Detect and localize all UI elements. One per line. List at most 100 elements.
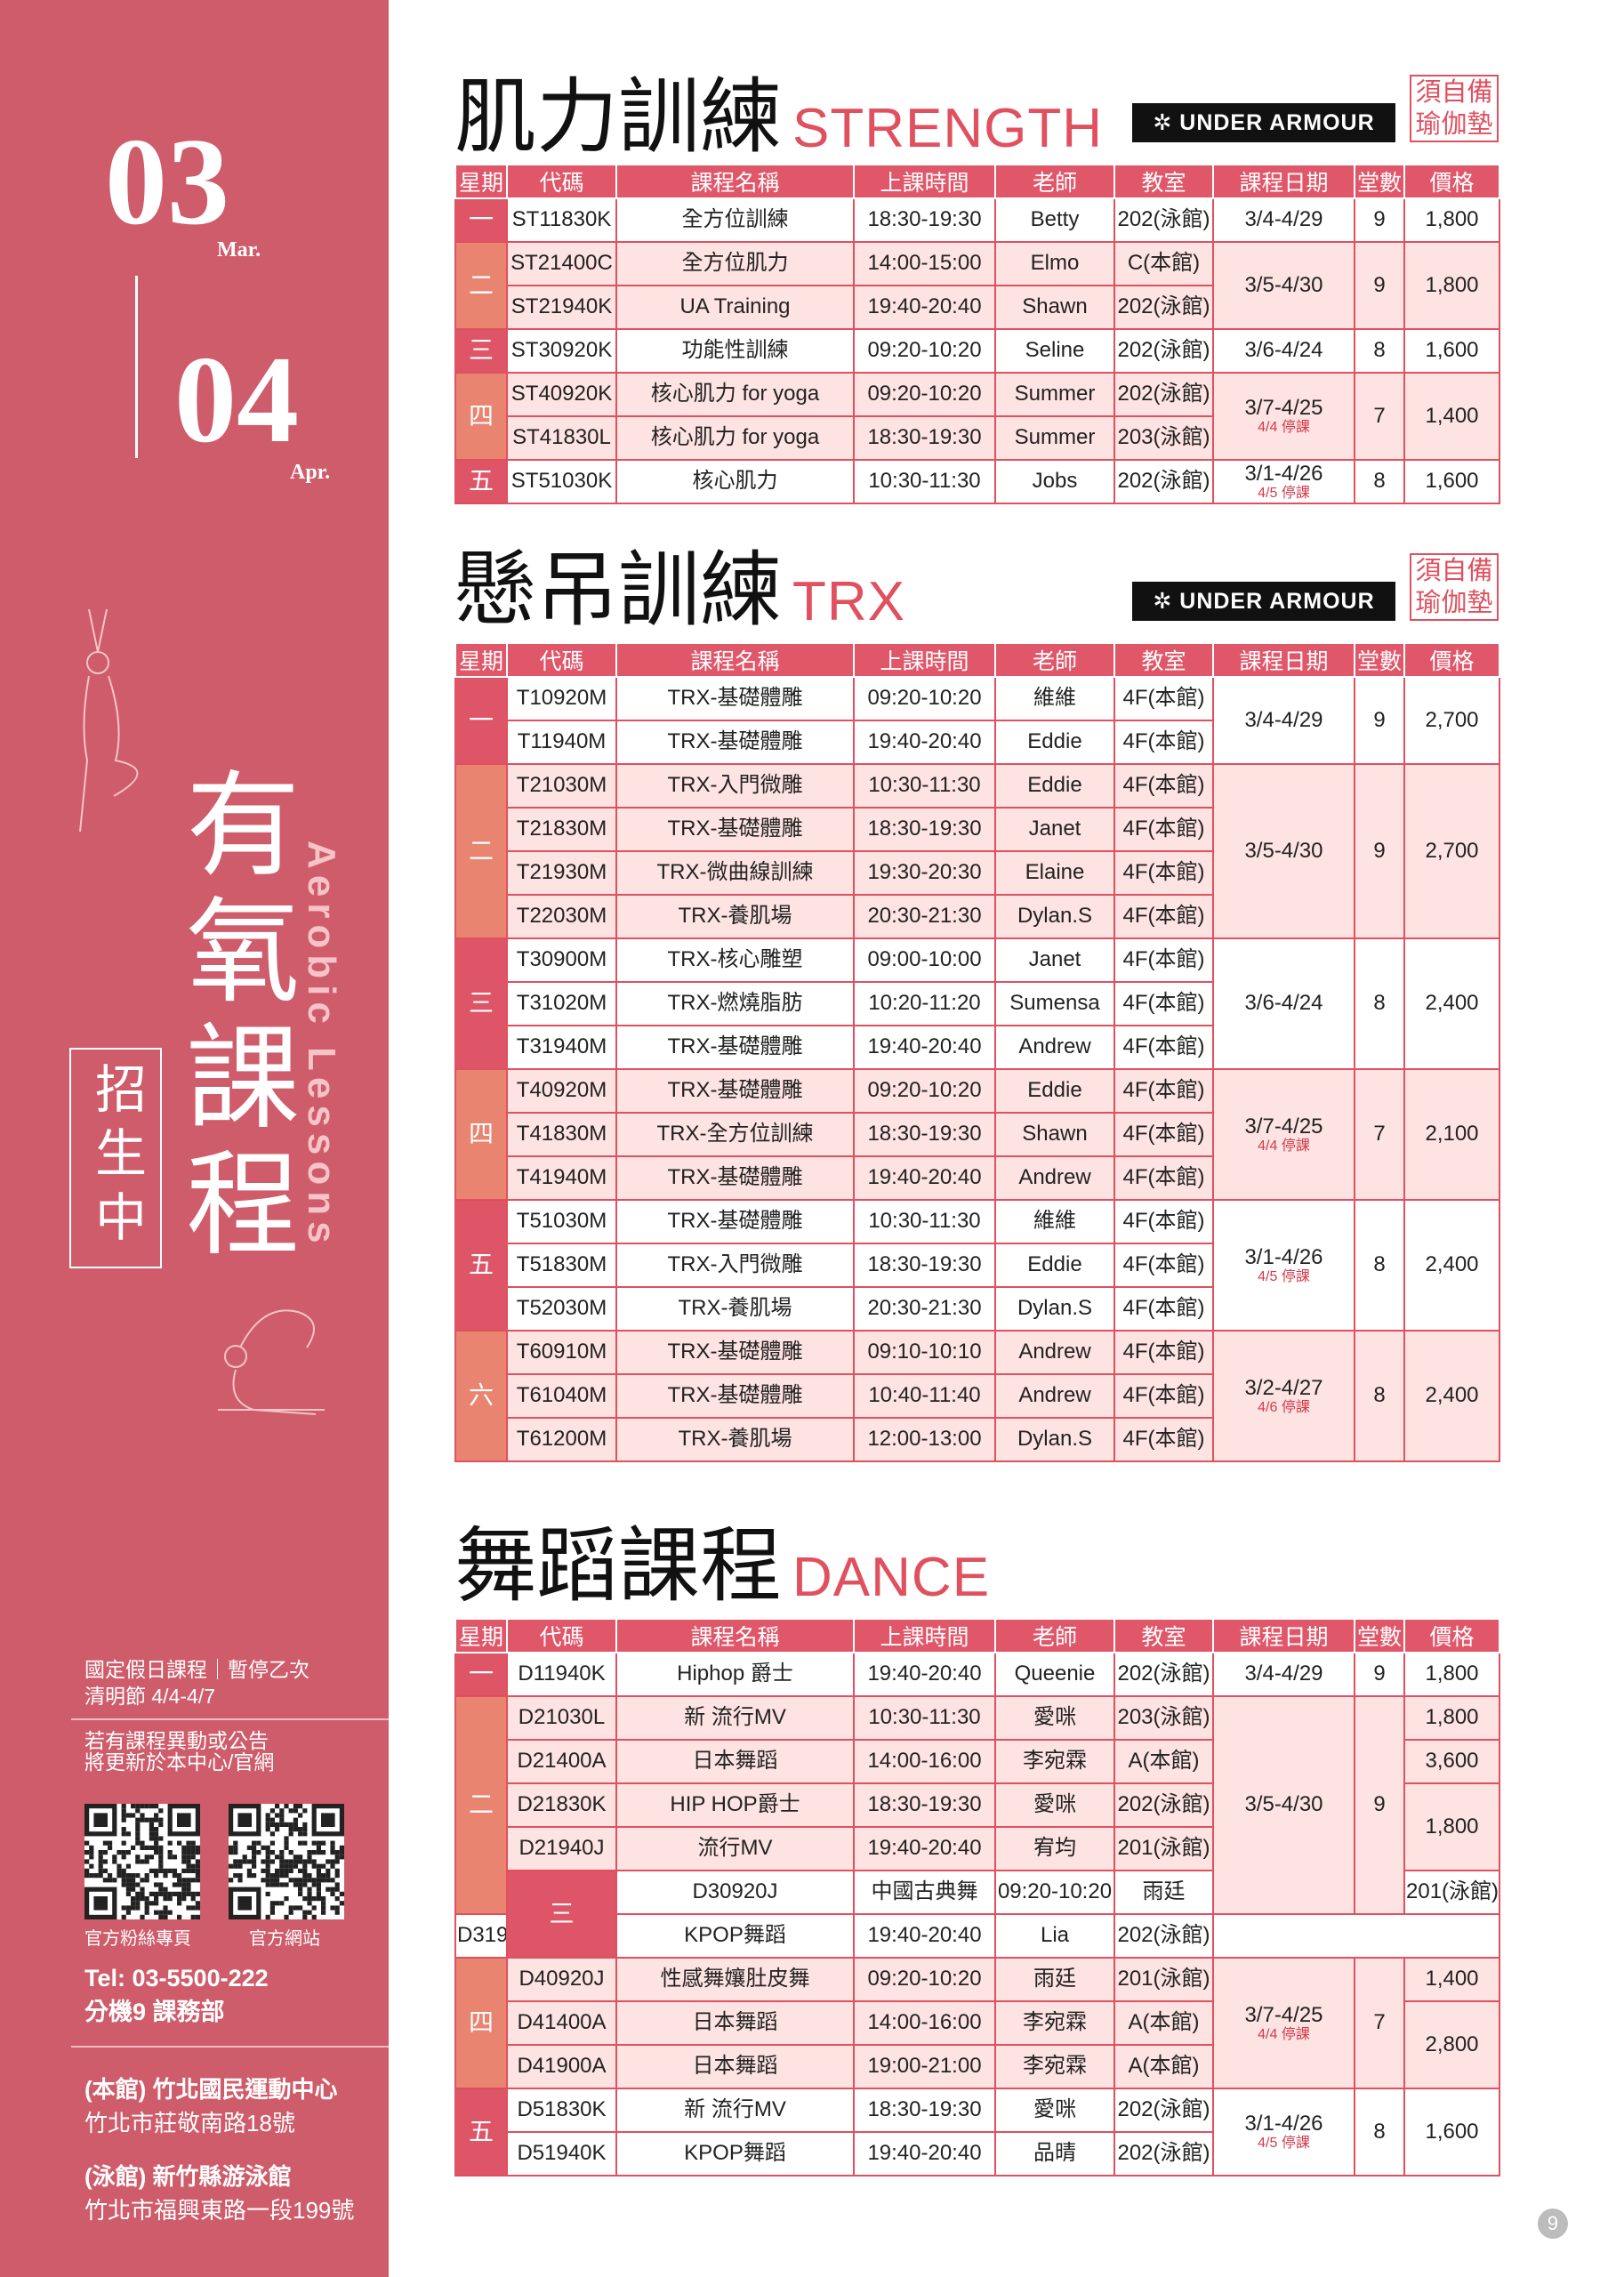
qr-module <box>144 1855 149 1860</box>
qr-module <box>149 1831 154 1837</box>
qr-module <box>158 1850 164 1855</box>
cell: 3/5-4/30 <box>1212 763 1355 939</box>
qr-module <box>181 1859 187 1864</box>
cell: TRX-基礎體雕 <box>615 1373 855 1419</box>
cell: T21830M <box>506 807 617 852</box>
cell: Andrew <box>994 1025 1115 1070</box>
column-header: 課程日期 <box>1212 165 1355 199</box>
qr-module <box>108 1878 113 1883</box>
cell-text: 9 <box>1373 1792 1386 1817</box>
cell: T30900M <box>506 937 617 983</box>
cell: ST21940K <box>506 285 617 330</box>
qr-module <box>121 1813 126 1818</box>
cell: D11940K <box>506 1652 617 1697</box>
qr-module <box>302 1882 308 1887</box>
qr-module <box>293 1882 298 1887</box>
cell-text: 2,400 <box>1425 1252 1479 1277</box>
qr-module <box>269 1850 275 1855</box>
column-header: 堂數 <box>1354 644 1405 678</box>
day-cell: 一 <box>454 197 508 243</box>
qr-module <box>140 1878 145 1883</box>
cell: 09:10-10:10 <box>853 1330 996 1375</box>
qr-module <box>330 1863 335 1869</box>
qr-module <box>154 1896 159 1902</box>
qr-module <box>265 1891 270 1896</box>
schedule-table: 星期 代碼 課程名稱 上課時間 老師 教室 課程日期 堂數 價格一 T10920M TRX-基礎體雕… <box>454 644 1500 1462</box>
qr-module <box>140 1840 145 1846</box>
cell: 19:40-20:40 <box>853 1826 996 1871</box>
cell: Eddie <box>994 1243 1115 1288</box>
qr-module <box>135 1896 141 1902</box>
qr-module <box>181 1887 187 1892</box>
cell: Queenie <box>994 1652 1115 1697</box>
qr-module <box>288 1827 293 1832</box>
qr-module <box>316 1873 321 1879</box>
qr-module <box>144 1804 149 1809</box>
qr-module <box>154 1868 159 1873</box>
cell: 宥均 <box>994 1826 1115 1871</box>
qr-module <box>334 1882 340 1887</box>
cell-text: 3/7-4/25 <box>1244 396 1323 420</box>
cell-text: 1,600 <box>1425 2119 1479 2144</box>
qr-module <box>261 1845 266 1850</box>
qr-module <box>269 1882 275 1887</box>
column-header: 星期 <box>454 644 508 678</box>
header-row: 星期 代碼 課程名稱 上課時間 老師 教室 課程日期 堂數 價格 <box>454 1620 1500 1653</box>
qr-module <box>140 1845 145 1850</box>
qr-module <box>311 1914 317 1919</box>
qr-code[interactable] <box>229 1804 344 1919</box>
qr-module <box>261 1868 266 1873</box>
qr-code[interactable] <box>84 1804 200 1919</box>
column-header: 代碼 <box>506 644 617 678</box>
table-body: 一 T10920M TRX-基礎體雕 09:20-10:20 維維 4F(本館) 3/4-4… <box>454 676 1500 1462</box>
qr-module <box>167 1910 173 1915</box>
cell-text: 8 <box>1373 991 1386 1016</box>
column-header: 堂數 <box>1354 165 1405 199</box>
course-row: 二 ST21400C 全方位肌力 14:00-15:00 Elmo C(本館) 3/5-4/… <box>454 241 1500 330</box>
cell-text: 3/7-4/25 <box>1244 1114 1323 1138</box>
cell: 4F(本館) <box>1113 720 1214 765</box>
sidebar-title: 有氧課程 <box>168 765 296 1270</box>
qr-module <box>195 1868 200 1873</box>
qr-module <box>269 1905 275 1911</box>
cell: 1,800 <box>1403 241 1500 330</box>
cell: TRX-養肌場 <box>615 1417 855 1462</box>
qr-module <box>98 1868 103 1873</box>
cell: HIP HOP爵士 <box>615 1782 855 1828</box>
qr-module <box>167 1868 173 1873</box>
cell: A(本館) <box>1113 1739 1214 1784</box>
qr-module <box>131 1882 136 1887</box>
cell: TRX-基礎體雕 <box>615 1025 855 1070</box>
cell: TRX-核心雕塑 <box>615 937 855 983</box>
qr-module <box>135 1831 141 1837</box>
qr-module <box>167 1840 173 1846</box>
cell: TRX-全方位訓練 <box>615 1112 855 1157</box>
course-row: T52030M TRX-養肌場 20:30-21:30 Dylan.S 4F(本館) <box>455 1286 1499 1332</box>
qr-module <box>140 1887 145 1892</box>
qr-module <box>279 1863 285 1869</box>
qr-module <box>275 1873 280 1879</box>
cell: TRX-基礎體雕 <box>615 676 855 721</box>
qr-module <box>84 1873 90 1879</box>
qr-module <box>131 1878 136 1883</box>
qr-module <box>158 1914 164 1919</box>
cell: 09:20-10:20 <box>853 328 996 374</box>
cell: 4F(本館) <box>1113 981 1214 1026</box>
cell: 3/4-4/29 <box>1212 1652 1355 1697</box>
badge: 招生中 <box>69 1048 162 1268</box>
day-cell: 五 <box>454 459 508 504</box>
qr-module <box>172 1891 177 1896</box>
qr-module <box>269 1808 275 1814</box>
course-row: D41400A 日本舞蹈 14:00-16:00 李宛霖 A(本館) 2,800 <box>455 2000 1500 2089</box>
qr-module <box>275 1901 280 1906</box>
qr-module <box>284 1868 289 1873</box>
cell: Betty <box>994 197 1115 243</box>
date-note: 4/4 停課 <box>1258 1138 1310 1154</box>
cell: 09:20-10:20 <box>994 1870 1115 1915</box>
note-line: 須自備 <box>1415 557 1493 585</box>
cell-text: 3/5-4/30 <box>1244 1792 1323 1817</box>
qr-module <box>186 1868 191 1873</box>
qr-module <box>307 1891 312 1896</box>
cell: 雨廷 <box>1113 1870 1214 1915</box>
cell: Andrew <box>994 1330 1115 1375</box>
